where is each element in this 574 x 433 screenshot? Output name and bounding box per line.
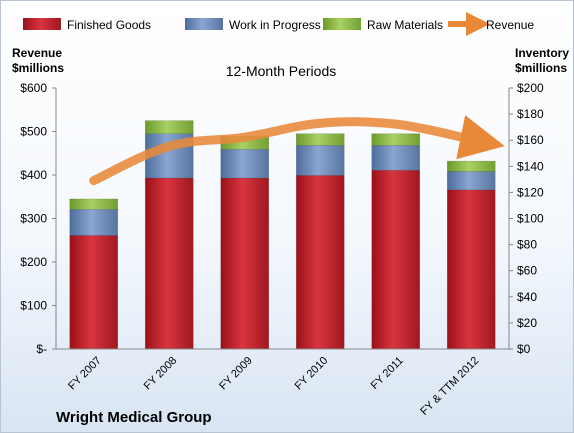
x-tick-label: FY & TTM 2012 [418, 355, 481, 418]
left-tick-label: $100 [20, 299, 47, 313]
bar-finished-goods [371, 169, 421, 350]
left-tick-label: $300 [20, 212, 47, 226]
right-tick-label: $180 [517, 107, 544, 121]
x-tick-label: FY 2011 [369, 355, 406, 392]
x-tick-label: FY 2009 [217, 355, 255, 393]
legend-label-work-in-progress: Work in Progress [229, 18, 321, 32]
x-tick-label: FY 2008 [142, 355, 180, 393]
right-tick-label: $120 [517, 185, 544, 199]
right-tick-label: $0 [517, 342, 531, 356]
left-axis-label-line2: $millions [12, 61, 64, 75]
bar-work-in-progress [295, 145, 345, 176]
legend-item-work-in-progress: Work in Progress [185, 18, 321, 32]
right-tick-label: $100 [517, 212, 544, 226]
left-tick-label: $600 [20, 81, 47, 95]
right-axis-label-line2: $millions [515, 61, 567, 75]
bar-finished-goods [446, 189, 496, 350]
x-axis: FY 2007 FY 2008 FY 2009 FY 2010 FY 2011 FY & … [56, 348, 509, 418]
bar-raw-materials [371, 133, 421, 146]
right-axis-label-line1: Inventory [515, 46, 569, 60]
company-name: Wright Medical Group [56, 409, 212, 426]
revenue-line [89, 115, 505, 186]
right-tick-label: $140 [517, 159, 544, 173]
right-tick-label: $160 [517, 133, 544, 147]
right-tick-label: $200 [517, 81, 544, 95]
right-tick-label: $40 [517, 290, 537, 304]
right-tick-label: $60 [517, 264, 537, 278]
bar-work-in-progress [446, 171, 496, 191]
bars [69, 120, 496, 350]
legend-item-raw-materials: Raw Materials [323, 18, 443, 32]
bar-work-in-progress [69, 209, 119, 236]
left-tick-label: $500 [20, 125, 47, 139]
legend: Finished Goods Work in Progress Raw Mate… [23, 12, 534, 36]
bar-finished-goods [295, 175, 345, 350]
bar-raw-materials [69, 198, 119, 210]
left-tick-label: $400 [20, 168, 47, 182]
left-tick-label: $200 [20, 255, 47, 269]
bar-finished-goods [69, 235, 119, 350]
legend-swatch-work-in-progress [185, 18, 223, 30]
left-tick-label: $- [36, 342, 47, 356]
bar-work-in-progress [220, 149, 270, 179]
legend-swatch-finished-goods [23, 18, 61, 30]
legend-item-revenue: Revenue [448, 12, 534, 36]
x-tick-label: FY 2007 [66, 355, 104, 393]
bar-finished-goods [220, 177, 270, 350]
right-axis: $0 $20 $40 $60 $80 $100 $120 $140 $160 $180 $200 [508, 81, 544, 356]
right-tick-label: $20 [517, 316, 537, 330]
bar-finished-goods [144, 177, 194, 350]
legend-item-finished-goods: Finished Goods [23, 18, 151, 32]
legend-label-finished-goods: Finished Goods [67, 18, 151, 32]
legend-swatch-raw-materials [323, 18, 361, 30]
bar-work-in-progress [371, 145, 421, 171]
legend-label-revenue: Revenue [486, 18, 534, 32]
x-tick-label: FY 2010 [293, 355, 331, 393]
left-axis-label-line1: Revenue [12, 46, 62, 60]
bar-raw-materials [144, 120, 194, 134]
revenue-series [89, 115, 505, 186]
chart-title: 12-Month Periods [226, 63, 337, 79]
bar-raw-materials [446, 160, 496, 172]
right-tick-label: $80 [517, 238, 537, 252]
legend-label-raw-materials: Raw Materials [367, 18, 443, 32]
left-axis: $- $100 $200 $300 $400 $500 $600 [20, 81, 57, 356]
bar-raw-materials [295, 133, 345, 146]
